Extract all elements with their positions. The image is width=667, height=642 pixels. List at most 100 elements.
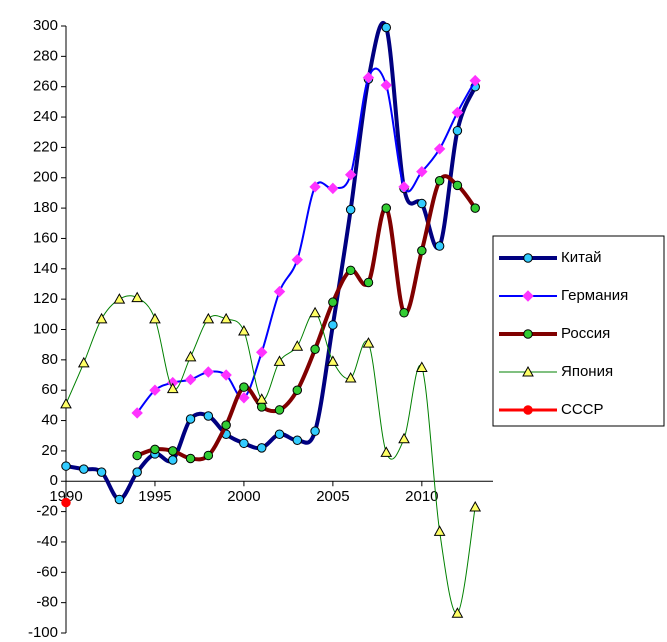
- marker: [469, 74, 481, 87]
- marker: [362, 71, 375, 84]
- marker: [310, 344, 320, 354]
- marker: [452, 180, 463, 191]
- marker: [238, 392, 250, 404]
- y-tick-label: -100: [28, 624, 58, 641]
- marker: [168, 455, 178, 465]
- marker: [185, 414, 196, 424]
- x-tick-label: 1995: [138, 488, 171, 505]
- marker: [239, 438, 249, 449]
- marker: [345, 204, 356, 215]
- marker: [61, 461, 71, 471]
- marker: [451, 607, 464, 618]
- legend-label: СССР: [561, 401, 604, 418]
- marker: [469, 501, 482, 512]
- marker: [309, 181, 321, 193]
- y-tick-label: 20: [41, 442, 58, 459]
- y-tick-label: 200: [33, 169, 58, 186]
- marker: [114, 494, 125, 505]
- marker: [256, 443, 267, 453]
- marker: [255, 393, 268, 404]
- marker: [434, 241, 445, 251]
- y-tick-label: -20: [36, 503, 58, 520]
- y-tick-label: 280: [33, 47, 58, 64]
- marker: [433, 143, 446, 155]
- marker: [150, 444, 160, 455]
- marker: [399, 308, 409, 318]
- marker: [362, 337, 375, 348]
- marker: [381, 22, 391, 33]
- marker: [202, 366, 215, 378]
- marker: [381, 203, 391, 213]
- marker: [398, 181, 410, 193]
- marker: [451, 106, 464, 119]
- y-tick-label: 120: [33, 290, 58, 307]
- marker: [327, 182, 339, 195]
- marker: [203, 450, 214, 461]
- marker: [522, 365, 534, 377]
- marker: [415, 361, 428, 372]
- marker: [132, 450, 142, 461]
- marker: [203, 411, 214, 421]
- marker: [470, 203, 480, 213]
- marker: [522, 290, 534, 302]
- marker: [523, 405, 533, 415]
- marker: [291, 253, 303, 266]
- y-tick-label: 100: [33, 320, 58, 337]
- y-tick-label: 300: [33, 17, 58, 34]
- marker: [239, 382, 249, 392]
- marker: [344, 169, 357, 181]
- legend-label: Россия: [561, 325, 610, 342]
- x-tick-label: 1990: [49, 488, 82, 505]
- marker: [168, 446, 178, 456]
- y-tick-label: 160: [33, 229, 58, 246]
- marker: [434, 176, 445, 186]
- marker: [328, 297, 338, 307]
- y-tick-label: -80: [36, 594, 58, 611]
- marker: [345, 265, 356, 276]
- marker: [417, 198, 427, 209]
- marker: [363, 277, 374, 288]
- marker: [433, 525, 446, 536]
- legend-label: Япония: [561, 363, 613, 380]
- marker: [256, 402, 267, 412]
- marker: [256, 346, 268, 358]
- marker: [328, 320, 338, 330]
- marker: [523, 329, 533, 339]
- marker: [149, 312, 161, 324]
- y-tick-label: 0: [50, 472, 58, 489]
- marker: [292, 435, 303, 446]
- marker: [221, 420, 231, 430]
- marker: [131, 291, 144, 303]
- marker: [220, 312, 232, 324]
- y-tick-label: 80: [41, 351, 58, 368]
- marker: [166, 382, 179, 394]
- marker: [132, 467, 142, 477]
- marker: [220, 369, 232, 381]
- legend-label: Китай: [561, 249, 602, 266]
- marker: [113, 293, 126, 304]
- line: [65, 20, 478, 502]
- y-tick-label: 220: [33, 138, 58, 155]
- marker: [398, 432, 410, 444]
- marker: [79, 464, 89, 474]
- y-tick-label: 240: [33, 108, 58, 125]
- x-tick-label: 2005: [316, 488, 349, 505]
- marker: [60, 397, 72, 409]
- legend-box: [492, 235, 665, 427]
- marker: [380, 446, 393, 457]
- y-tick-label: 40: [41, 412, 58, 429]
- marker: [184, 350, 197, 362]
- marker: [96, 467, 107, 477]
- marker: [310, 426, 320, 436]
- marker: [184, 373, 197, 386]
- marker: [273, 355, 286, 366]
- marker: [202, 312, 215, 324]
- x-tick-label: 2000: [227, 488, 260, 505]
- marker: [417, 245, 427, 256]
- marker: [452, 125, 463, 136]
- marker: [380, 79, 392, 91]
- marker: [95, 312, 108, 324]
- marker: [149, 384, 161, 396]
- marker: [523, 253, 533, 263]
